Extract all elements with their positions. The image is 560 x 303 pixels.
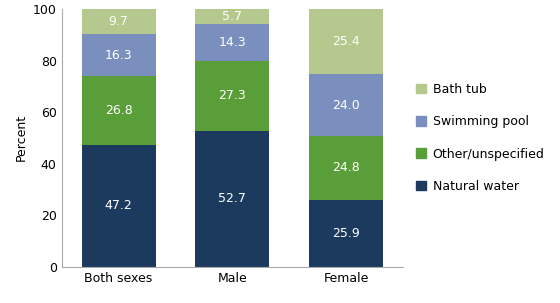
Bar xyxy=(82,9,156,34)
Text: 25.4: 25.4 xyxy=(333,35,360,48)
Bar xyxy=(309,9,383,74)
Bar xyxy=(309,136,383,200)
Text: 16.3: 16.3 xyxy=(105,48,132,62)
Text: 27.3: 27.3 xyxy=(218,89,246,102)
Text: 9.7: 9.7 xyxy=(109,15,128,28)
Y-axis label: Percent: Percent xyxy=(15,114,27,161)
Text: 26.8: 26.8 xyxy=(105,104,132,117)
Text: 24.0: 24.0 xyxy=(333,99,360,112)
Legend: Bath tub, Swimming pool, Other/unspecified, Natural water: Bath tub, Swimming pool, Other/unspecifi… xyxy=(416,83,544,193)
Bar xyxy=(309,200,383,267)
Bar xyxy=(195,24,269,61)
Bar xyxy=(82,76,156,145)
Text: 47.2: 47.2 xyxy=(105,199,132,212)
Text: 52.7: 52.7 xyxy=(218,192,246,205)
Bar xyxy=(309,74,383,136)
Bar xyxy=(82,34,156,76)
Bar xyxy=(195,9,269,24)
Text: 25.9: 25.9 xyxy=(333,227,360,240)
Bar xyxy=(195,61,269,131)
Text: 5.7: 5.7 xyxy=(222,10,242,23)
Bar xyxy=(82,145,156,267)
Text: 24.8: 24.8 xyxy=(333,161,360,175)
Text: 14.3: 14.3 xyxy=(218,36,246,49)
Bar xyxy=(195,131,269,267)
